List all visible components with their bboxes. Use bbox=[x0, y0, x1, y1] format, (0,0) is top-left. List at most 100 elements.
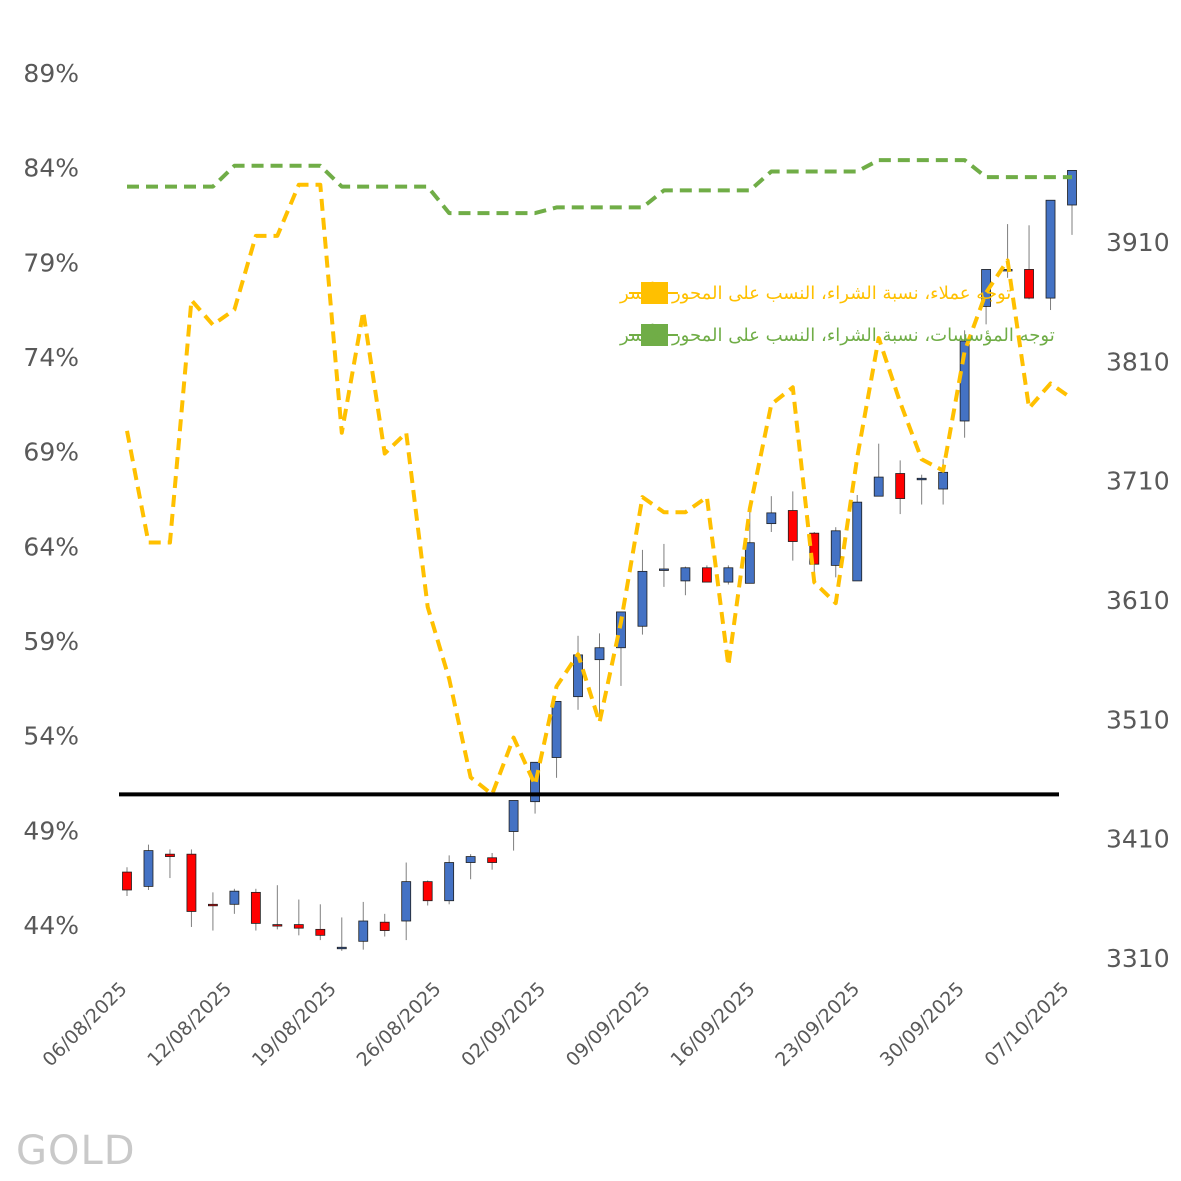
x-axis-tick-label: 30/09/2025 bbox=[876, 978, 969, 1071]
candle-body-down bbox=[787, 510, 798, 542]
candle bbox=[916, 474, 927, 505]
candle bbox=[422, 880, 433, 906]
right-axis-tick-label: 3510 bbox=[1106, 705, 1170, 734]
candle bbox=[293, 899, 304, 936]
candle-body-down bbox=[122, 871, 132, 891]
left-axis-tick-label: 54% bbox=[23, 722, 79, 751]
candle bbox=[659, 543, 669, 587]
candle bbox=[487, 852, 498, 870]
candle-body-up bbox=[1067, 169, 1077, 206]
candle-body-up bbox=[830, 530, 841, 566]
left-axis-tick-label: 84% bbox=[23, 154, 79, 183]
left-axis-tick-label: 49% bbox=[23, 816, 79, 845]
candle bbox=[637, 549, 648, 635]
x-axis-tick-label: 06/08/2025 bbox=[39, 978, 132, 1071]
candle bbox=[766, 496, 777, 532]
x-axis-tick-label: 02/09/2025 bbox=[457, 978, 550, 1071]
left-axis-tick-label: 64% bbox=[23, 532, 79, 561]
candle bbox=[895, 460, 906, 515]
asset-watermark: GOLD bbox=[16, 1128, 136, 1174]
candle bbox=[530, 761, 540, 814]
x-axis-tick-label: 26/08/2025 bbox=[353, 978, 446, 1071]
candle bbox=[229, 888, 240, 914]
candle bbox=[594, 633, 605, 720]
price-candles bbox=[122, 169, 1077, 951]
candle bbox=[873, 443, 884, 497]
x-axis-tick-label: 07/10/2025 bbox=[981, 978, 1074, 1071]
candle bbox=[551, 701, 562, 778]
candle bbox=[272, 885, 283, 930]
retail-buy-ratio-line bbox=[125, 182, 1074, 797]
candle-body-up bbox=[723, 567, 734, 583]
candle-body-up bbox=[938, 471, 949, 490]
candle-body-up bbox=[358, 920, 369, 942]
right-axis-tick-label: 3310 bbox=[1106, 944, 1170, 973]
candle bbox=[465, 854, 476, 880]
candle bbox=[573, 635, 583, 710]
candle bbox=[143, 844, 154, 890]
candle-body-down bbox=[422, 881, 433, 902]
candle-body-up bbox=[444, 862, 455, 902]
candle-body-down bbox=[315, 928, 326, 936]
candle bbox=[852, 494, 863, 582]
left-axis-tick-label: 44% bbox=[23, 911, 79, 940]
right-axis-tick-label: 3410 bbox=[1106, 825, 1170, 854]
candle bbox=[122, 867, 132, 896]
candle bbox=[680, 566, 691, 596]
candle-body-down bbox=[250, 891, 261, 924]
right-axis-tick-label: 3610 bbox=[1106, 586, 1170, 615]
left-axis-tick-label: 69% bbox=[23, 438, 79, 467]
candle-body-up bbox=[680, 567, 691, 582]
left-axis-tick-label: 89% bbox=[23, 59, 79, 88]
legend-label: توجه عملاء، نسبة الشراء، النسب على المحو… bbox=[619, 282, 1011, 304]
candle-body-up bbox=[229, 890, 240, 905]
legend-entry: توجه عملاء، نسبة الشراء، النسب على المحو… bbox=[619, 282, 1011, 304]
left-axis-tick-label: 74% bbox=[23, 343, 79, 372]
left-axis-tick-label: 59% bbox=[23, 627, 79, 656]
candle bbox=[1067, 169, 1077, 235]
candle-body-up bbox=[1045, 199, 1056, 299]
candle bbox=[208, 892, 218, 931]
legend-color-swatch bbox=[641, 324, 668, 346]
candle-body-up bbox=[551, 701, 562, 758]
institutional-buy-ratio-line bbox=[127, 158, 1072, 216]
candle-body-up bbox=[766, 512, 777, 525]
candle bbox=[508, 800, 519, 851]
candle-body-down bbox=[186, 853, 197, 912]
candle-body-up bbox=[659, 568, 669, 571]
right-axis-tick-label: 3710 bbox=[1106, 467, 1170, 496]
candle-body-down bbox=[272, 924, 283, 927]
candle bbox=[401, 862, 412, 941]
candle bbox=[1024, 225, 1034, 300]
x-axis-tick-label: 16/09/2025 bbox=[667, 978, 760, 1071]
candle-body-up bbox=[637, 570, 648, 627]
left-axis-tick-label: 79% bbox=[23, 248, 79, 277]
candle-body-up bbox=[336, 946, 347, 950]
candle-body-up bbox=[465, 856, 476, 863]
right-axis-ticks: 3910 3810 3710 3610 3510 3410 3310 bbox=[1106, 228, 1170, 973]
candle-body-up bbox=[508, 800, 519, 832]
right-axis-tick-label: 3910 bbox=[1106, 228, 1170, 257]
candle-body-up bbox=[873, 476, 884, 497]
candle bbox=[186, 849, 197, 927]
x-axis-ticks: 06/08/2025 12/08/2025 19/08/2025 26/08/2025… bbox=[39, 978, 1074, 1071]
candle bbox=[250, 888, 261, 931]
candle bbox=[379, 913, 390, 937]
candle bbox=[315, 904, 326, 941]
candle-body-up bbox=[852, 501, 863, 582]
candle bbox=[444, 855, 455, 905]
candle-body-down bbox=[379, 921, 390, 931]
candle-body-down bbox=[895, 473, 906, 499]
legend-color-swatch bbox=[641, 282, 668, 304]
candle bbox=[358, 901, 369, 950]
candle-body-up bbox=[401, 881, 412, 922]
candle bbox=[787, 491, 798, 561]
right-axis-tick-label: 3810 bbox=[1106, 347, 1170, 376]
candle-body-down bbox=[487, 857, 498, 863]
candle-body-down bbox=[701, 567, 712, 583]
candle bbox=[336, 917, 347, 951]
candle-body-up bbox=[530, 761, 540, 803]
candle-body-up bbox=[916, 477, 927, 481]
candle bbox=[959, 330, 970, 438]
candle-body-up bbox=[616, 611, 626, 649]
